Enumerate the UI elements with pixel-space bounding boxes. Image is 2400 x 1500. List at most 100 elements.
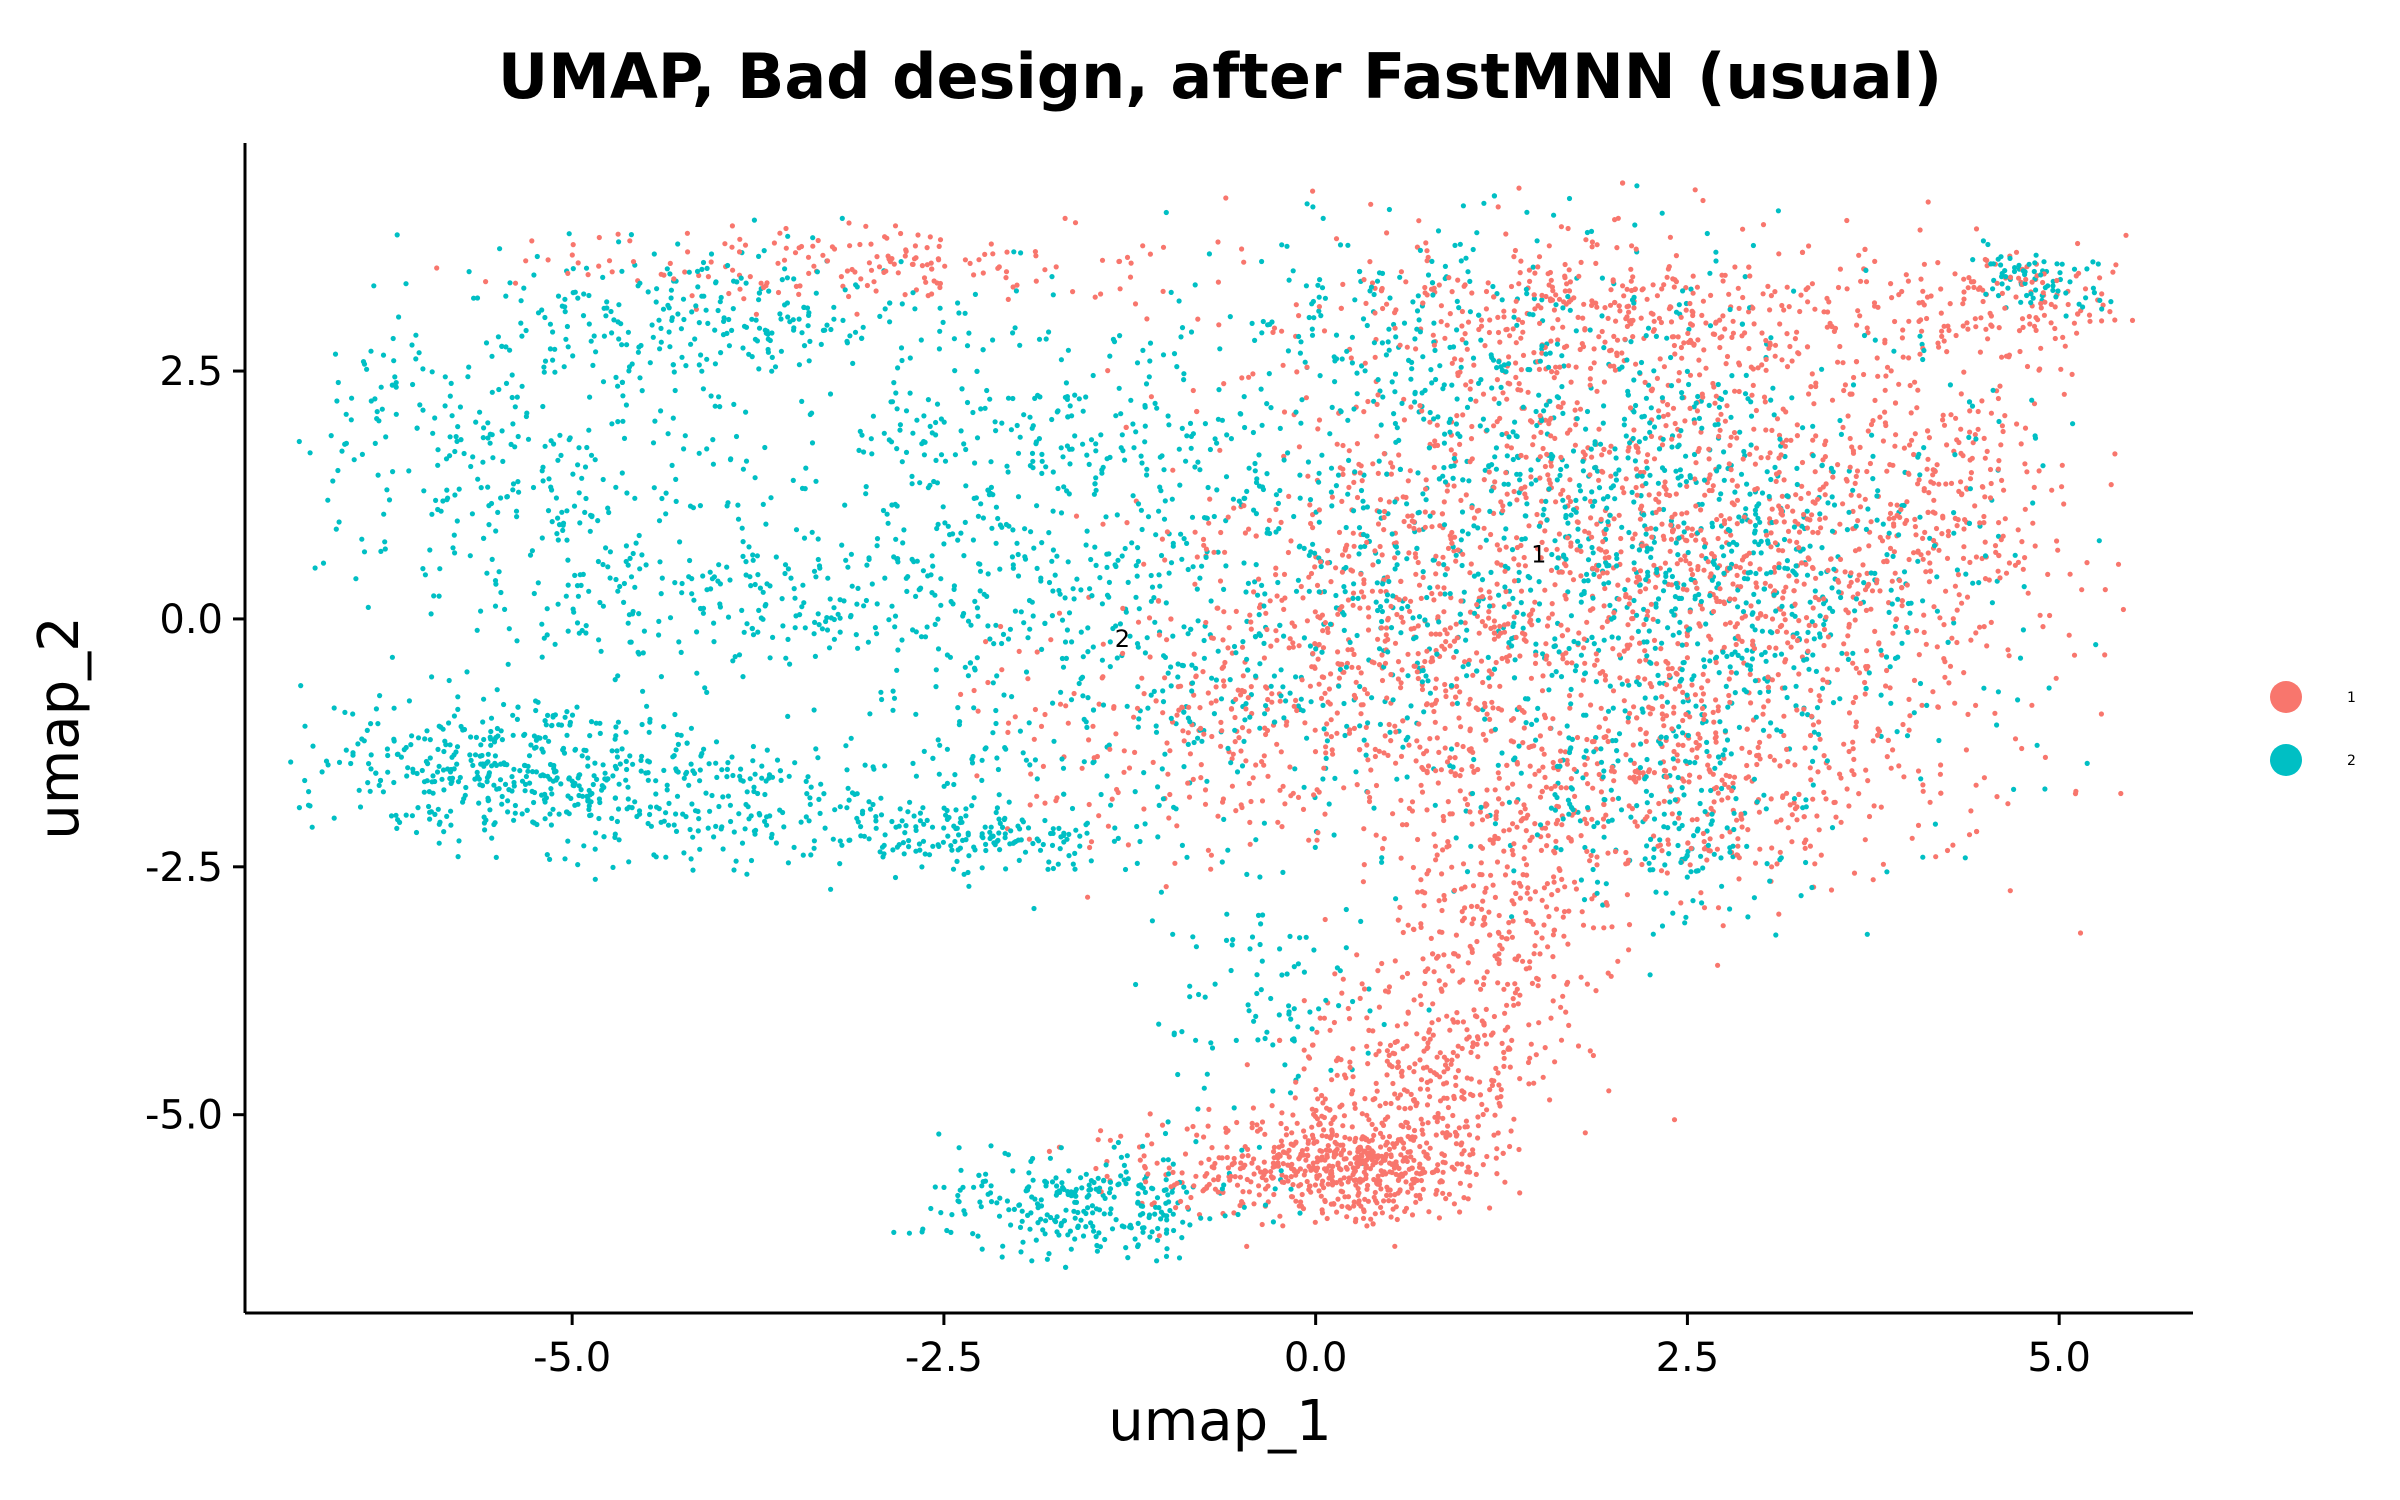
data-point-series-1 (1497, 547, 1503, 553)
data-point-series-2 (718, 294, 724, 301)
data-point-series-2 (592, 457, 598, 463)
data-point-series-2 (802, 625, 808, 631)
data-point-series-2 (1426, 1007, 1432, 1013)
data-point-series-2 (1249, 934, 1256, 940)
data-point-series-1 (1470, 1147, 1476, 1153)
data-point-series-2 (1704, 828, 1710, 834)
data-point-series-2 (1565, 520, 1571, 526)
data-point-series-1 (1435, 1110, 1441, 1117)
data-point-series-1 (1453, 932, 1459, 938)
data-point-series-1 (1572, 793, 1578, 800)
data-point-series-1 (1514, 761, 1520, 767)
data-point-series-1 (1499, 655, 1505, 662)
data-point-series-1 (1561, 909, 1568, 915)
data-point-series-1 (1627, 595, 1633, 601)
data-point-series-1 (1611, 778, 1617, 784)
data-point-series-1 (1906, 556, 1912, 563)
data-point-series-2 (312, 565, 318, 571)
data-point-series-1 (1659, 848, 1665, 854)
data-point-series-2 (1400, 744, 1406, 750)
data-point-series-1 (1172, 860, 1178, 866)
data-point-series-2 (1380, 394, 1386, 400)
data-point-series-1 (2052, 335, 2058, 342)
data-point-series-2 (615, 588, 621, 594)
data-point-series-2 (427, 547, 433, 553)
data-point-series-2 (2084, 760, 2090, 767)
data-point-series-2 (1416, 614, 1423, 620)
data-point-series-1 (2038, 345, 2044, 351)
data-point-series-2 (660, 306, 667, 312)
data-point-series-1 (545, 257, 551, 263)
data-point-series-2 (1442, 572, 1448, 578)
data-point-series-2 (837, 804, 843, 810)
data-point-series-1 (1250, 371, 1256, 377)
data-point-series-2 (1546, 687, 1552, 693)
data-point-series-1 (1490, 705, 1496, 711)
data-point-series-2 (1870, 476, 1876, 482)
data-point-series-2 (1510, 595, 1516, 602)
data-point-series-1 (1982, 455, 1988, 461)
data-point-series-1 (1377, 1041, 1383, 1047)
data-point-series-2 (350, 711, 356, 717)
data-point-series-2 (873, 818, 879, 824)
data-point-series-1 (1072, 220, 1079, 226)
data-point-series-1 (1458, 724, 1464, 730)
data-point-series-1 (1335, 611, 1341, 617)
data-point-series-1 (1415, 651, 1421, 657)
data-point-series-1 (1528, 1041, 1534, 1047)
data-point-series-1 (1481, 975, 1487, 981)
data-point-series-1 (758, 280, 764, 286)
data-point-series-1 (1801, 581, 1807, 587)
data-point-series-2 (1333, 592, 1339, 599)
data-point-series-2 (882, 575, 888, 581)
data-point-series-2 (1807, 599, 1813, 605)
data-point-series-2 (1311, 947, 1317, 953)
data-point-series-2 (756, 253, 762, 259)
data-point-series-1 (1280, 362, 1286, 368)
data-point-series-2 (390, 469, 396, 475)
data-point-series-1 (1509, 934, 1515, 940)
data-point-series-2 (692, 336, 698, 342)
data-point-series-2 (1411, 636, 1417, 642)
data-point-series-1 (1409, 1212, 1416, 1218)
data-point-series-2 (1004, 463, 1010, 469)
data-point-series-1 (1566, 908, 1572, 914)
data-point-series-1 (1390, 1198, 1397, 1204)
data-point-series-1 (1442, 335, 1448, 341)
data-point-series-2 (1083, 542, 1089, 548)
data-point-series-1 (1751, 426, 1757, 432)
data-point-series-2 (988, 824, 994, 830)
data-point-series-2 (1433, 376, 1439, 383)
data-point-series-2 (1333, 332, 1340, 338)
data-point-series-2 (1164, 1227, 1170, 1233)
data-point-series-2 (1328, 489, 1334, 495)
data-point-series-2 (509, 788, 515, 794)
data-point-series-1 (1866, 581, 1872, 588)
data-point-series-2 (1533, 408, 1539, 415)
data-point-series-1 (1571, 766, 1577, 772)
data-point-series-2 (1509, 547, 1516, 553)
data-point-series-1 (1422, 658, 1428, 665)
data-point-series-1 (1349, 647, 1355, 653)
data-point-series-1 (1838, 819, 1844, 825)
data-point-series-2 (1631, 377, 1637, 383)
data-point-series-2 (393, 380, 399, 386)
data-point-series-2 (941, 541, 947, 547)
data-point-series-1 (1468, 1049, 1474, 1055)
data-point-series-2 (1966, 434, 1972, 440)
data-point-series-1 (1589, 244, 1595, 250)
data-point-series-2 (759, 763, 765, 769)
data-point-series-1 (1693, 537, 1699, 543)
data-point-series-1 (1565, 941, 1571, 947)
data-point-series-2 (1657, 760, 1663, 766)
data-point-series-2 (451, 532, 457, 538)
data-point-series-2 (1749, 623, 1755, 629)
data-point-series-1 (1231, 1210, 1237, 1216)
data-point-series-1 (1753, 407, 1759, 414)
data-point-series-1 (1273, 506, 1279, 513)
data-point-series-2 (1431, 416, 1437, 422)
data-point-series-1 (1431, 597, 1437, 603)
data-point-series-2 (816, 622, 822, 628)
data-point-series-1 (1399, 822, 1406, 828)
data-point-series-1 (1259, 1221, 1265, 1228)
